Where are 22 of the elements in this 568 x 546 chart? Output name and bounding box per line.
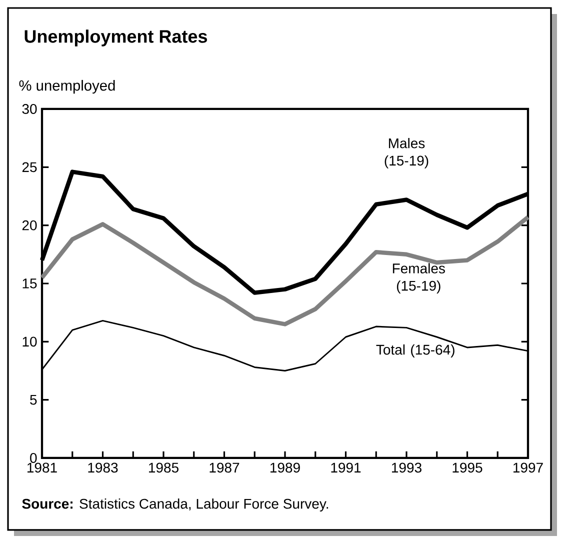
y-axis-title: % unemployed [19, 80, 115, 94]
y-tick-label: 15 [22, 278, 37, 288]
y-tick-label: 5 [30, 394, 37, 405]
y-tick-label: 10 [22, 336, 37, 347]
series-label: Females (15-19) [392, 263, 445, 294]
y-tick-label: 25 [22, 162, 37, 172]
x-tick-label: 1987 [210, 462, 240, 473]
x-tick-label: 1989 [270, 462, 300, 473]
x-tick-label: 1995 [452, 462, 482, 473]
chart-title: Unemployment Rates [24, 30, 208, 46]
x-tick-label: 1985 [149, 462, 178, 473]
x-tick-label: 1993 [392, 462, 422, 473]
x-tick-label: 1997 [513, 462, 543, 473]
text: Source: Statistics Canada, Labour Force Survey. [22, 498, 328, 512]
y-tick-label: 20 [22, 220, 37, 230]
x-tick-label: 1983 [88, 462, 118, 473]
text: Males (15-19) [384, 138, 428, 168]
y-tick-label: 30 [22, 104, 37, 114]
x-tick-label: 1981 [28, 462, 57, 473]
y-tick-label: 0 [30, 453, 37, 463]
x-tick-label: 1991 [331, 462, 361, 473]
series-label: Total (15-64) [376, 344, 454, 358]
